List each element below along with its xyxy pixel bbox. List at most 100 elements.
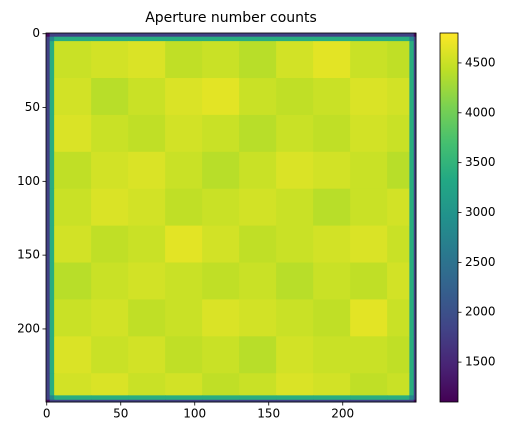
heatmap-cell [350,41,388,79]
heatmap-cell [49,336,55,374]
heatmap-cell [276,336,314,374]
heatmap-cell [165,373,203,396]
heatmap-cell [313,114,351,153]
heatmap-cell [202,36,240,42]
heatmap-cell [239,78,277,116]
heatmap-cell [91,399,129,403]
heatmap-cell [165,188,203,227]
heatmap-cell [350,299,388,337]
heatmap-cell [54,41,92,79]
heatmap-cell [128,399,166,403]
heatmap-cell [46,36,51,42]
heatmap-cell [54,399,92,403]
heatmap-cell [387,33,410,38]
heatmap-cell [46,373,51,396]
heatmap-cell [387,373,410,396]
heatmap-cell [46,78,51,116]
heatmap-cell [350,33,388,38]
heatmap-cell [239,188,277,227]
heatmap-cell [128,188,166,227]
heatmap-cell [387,395,410,401]
heatmap-cell [413,41,417,79]
heatmap-cell [46,299,51,337]
heatmap-cell [350,36,388,42]
heatmap-cell [313,262,351,300]
heatmap-cell [165,399,203,403]
heatmap-cell [91,262,129,300]
axes-frame [45,32,417,403]
heatmap-cell [413,114,417,153]
heatmap-cell [46,395,51,401]
heatmap-cell [54,262,92,300]
heatmap-cell [350,225,388,264]
heatmap-cell [413,36,417,42]
x-tick-label: 200 [331,407,354,421]
heatmap-cell [350,399,388,403]
x-tick-label: 100 [183,407,206,421]
heatmap-cell [313,299,351,337]
heatmap-cell [276,373,314,396]
heatmap-cell [413,373,417,396]
heatmap-cell [49,299,55,337]
heatmap-cell [276,36,314,42]
heatmap-cell [387,114,410,153]
heatmap-cell [387,399,410,403]
x-tick-label: 150 [257,407,280,421]
heatmap-cell [49,151,55,190]
heatmap-cell [387,188,410,227]
heatmap-cell [49,373,55,396]
heatmap-cell [276,114,314,153]
heatmap-cell [313,336,351,374]
heatmap-cell [350,188,388,227]
heatmap-cell [165,41,203,79]
heatmap-cell [409,299,415,337]
heatmap-cell [413,225,417,264]
heatmap-cell [128,36,166,42]
heatmap-cell [165,36,203,42]
heatmap-cell [128,225,166,264]
heatmap-cell [350,373,388,396]
heatmap-cell [49,399,55,403]
heatmap-cell [128,373,166,396]
heatmap-cell [239,36,277,42]
heatmap-cell [202,78,240,116]
heatmap-cell [128,151,166,190]
heatmap-cell [409,36,415,42]
heatmap-cell [46,225,51,264]
heatmap-cell [46,41,51,79]
heatmap-cell [239,399,277,403]
heatmap-cell [202,188,240,227]
colorbar-tick-label: 4500 [465,55,496,69]
heatmap-cell [165,395,203,401]
heatmap-cell [54,33,92,38]
heatmap-cell [202,399,240,403]
x-tick-label: 0 [43,407,51,421]
heatmap-cell [409,188,415,227]
heatmap-cell [409,395,415,401]
heatmap-cell [239,373,277,396]
heatmap-cell [313,395,351,401]
heatmap-cell [46,188,51,227]
heatmap-cell [165,33,203,38]
heatmap-cell [239,262,277,300]
x-tick-label: 50 [113,407,128,421]
colorbar-tick-label: 3500 [465,155,496,169]
heatmap-cell [128,78,166,116]
heatmap-cell [46,262,51,300]
heatmap-cell [54,36,92,42]
heatmap-cell [276,41,314,79]
heatmap-cell [54,114,92,153]
heatmap-cell [313,188,351,227]
heatmap-cell [128,41,166,79]
heatmap-cell [202,262,240,300]
colorbar [439,32,459,403]
heatmap-cell [313,36,351,42]
heatmap-cell [276,78,314,116]
heatmap-cell [91,299,129,337]
heatmap-cell [313,399,351,403]
heatmap-cell [350,78,388,116]
heatmap-cell [54,151,92,190]
heatmap-cell [54,78,92,116]
heatmap-cell [387,36,410,42]
heatmap-cell [276,262,314,300]
